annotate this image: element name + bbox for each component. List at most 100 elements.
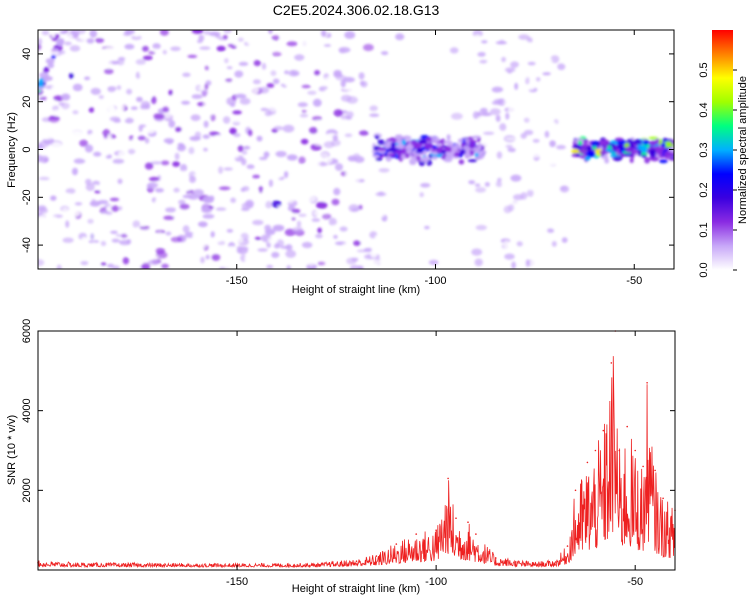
heatmap-cell	[401, 153, 406, 160]
heatmap-cell	[220, 53, 227, 60]
heatmap-cell	[52, 48, 59, 52]
heatmap-cell	[490, 171, 497, 179]
heatmap-cell	[516, 241, 523, 247]
heatmap-cell	[552, 109, 565, 113]
heatmap-cell	[283, 78, 290, 87]
heatmap-cell	[471, 135, 481, 139]
heatmap-cell	[571, 240, 581, 244]
heatmap-cell	[444, 146, 451, 152]
heatmap-cell	[312, 159, 322, 164]
heatmap-cell	[313, 210, 324, 217]
heatmap-cell	[668, 156, 674, 161]
heatmap-cell	[629, 157, 634, 163]
heatmap-cell	[516, 253, 524, 260]
heatmap-cell	[102, 158, 114, 165]
snr-panel: -150 -100 -50 2000 4000 6000 Height of strai…	[6, 319, 676, 595]
heatmap-cell	[147, 259, 160, 265]
heatmap-cell	[522, 41, 533, 48]
heatmap-cell	[395, 33, 405, 41]
heatmap-cell	[518, 34, 530, 40]
heatmap-cell	[536, 87, 548, 92]
heatmap-cell	[193, 226, 202, 234]
snr-point	[594, 449, 597, 452]
heatmap-cell	[206, 141, 216, 149]
heatmap-cell	[68, 72, 75, 79]
heatmap-cell	[324, 116, 335, 122]
heatmap-cell	[81, 155, 89, 160]
heatmap-cell	[661, 186, 667, 193]
heatmap-cell	[117, 206, 123, 211]
heatmap-cell	[299, 41, 310, 47]
heatmap-cell	[419, 192, 424, 198]
heatmap-cell	[51, 141, 62, 148]
heatmap-cell	[38, 176, 50, 181]
heatmap-cell	[641, 154, 647, 158]
heatmap-cell	[39, 155, 50, 164]
heatmap-cell	[204, 83, 209, 90]
heatmap-cell	[599, 150, 609, 155]
heatmap-cell	[656, 99, 663, 107]
heatmap-cell	[332, 134, 338, 142]
heatmap-cell	[536, 77, 541, 82]
heatmap-cell	[187, 40, 195, 45]
heatmap-cell	[46, 185, 53, 192]
heatmap-cell	[449, 47, 459, 54]
heatmap-cell	[311, 218, 321, 223]
heatmap-cell	[165, 207, 176, 213]
heatmap-cell	[158, 130, 165, 137]
heatmap-cell	[573, 144, 582, 149]
heatmap-cell	[291, 208, 301, 214]
heatmap-cell	[333, 70, 342, 77]
heatmap-cell	[141, 221, 145, 227]
heatmap-cell	[253, 113, 260, 121]
heatmap-cell	[317, 261, 326, 266]
heatmap-cell	[453, 145, 460, 150]
heatmap-cell	[501, 56, 506, 63]
heatmap-cell	[334, 163, 344, 171]
heatmap-cell	[162, 106, 169, 113]
heatmap-cell	[340, 114, 350, 120]
heatmap-cell	[99, 150, 110, 157]
snr-point	[642, 465, 644, 468]
heatmap-cell	[226, 210, 236, 217]
heatmap-cell	[188, 147, 195, 155]
heatmap-cell	[579, 148, 587, 155]
colorbar-tick-label: 0.2	[698, 182, 710, 197]
snr-point	[554, 561, 557, 563]
heatmap-cell	[528, 186, 533, 191]
heatmap-cell	[87, 133, 99, 140]
x-tick-label: -100	[424, 275, 446, 287]
heatmap-cell	[398, 221, 408, 226]
heatmap-cell	[284, 170, 289, 179]
heatmap-cell	[116, 85, 122, 90]
snr-point	[602, 429, 605, 432]
heatmap-cell	[47, 62, 55, 69]
heatmap-cell	[469, 150, 475, 156]
heatmap-cell	[515, 186, 528, 190]
heatmap-cell	[143, 94, 152, 99]
heatmap-cell	[320, 152, 329, 158]
heatmap-cell	[246, 37, 253, 46]
snr-point	[415, 533, 418, 535]
heatmap-cell	[331, 243, 340, 250]
heatmap-cell	[420, 183, 431, 188]
heatmap-cell	[494, 186, 500, 194]
heatmap-cell	[252, 79, 261, 85]
heatmap-cell	[643, 148, 648, 154]
heatmap-cell	[271, 51, 282, 57]
heatmap-cell	[374, 234, 384, 242]
heatmap-cell	[234, 70, 244, 78]
heatmap-cell	[234, 196, 244, 203]
heatmap-cell	[344, 31, 356, 39]
heatmap-cell	[203, 147, 208, 152]
heatmap-cell	[253, 60, 261, 67]
heatmap-cell	[592, 146, 597, 150]
heatmap-cell	[240, 207, 250, 212]
heatmap-cell	[231, 191, 242, 195]
heatmap-cell	[523, 220, 535, 228]
heatmap-cell	[291, 217, 296, 221]
heatmap-cell	[505, 112, 510, 120]
heatmap-cell	[515, 100, 524, 107]
heatmap-cell	[81, 119, 88, 124]
heatmap-cell	[212, 217, 224, 224]
